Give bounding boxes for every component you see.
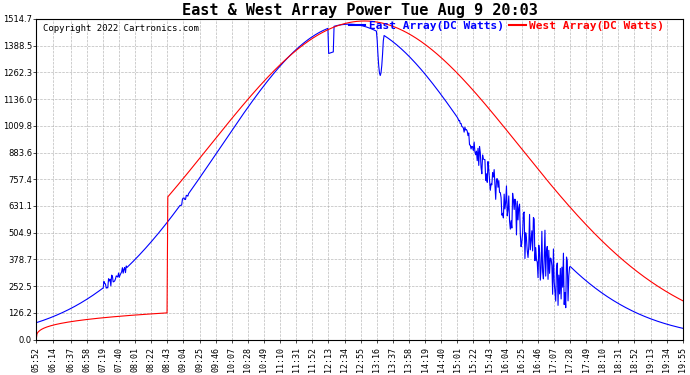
Title: East & West Array Power Tue Aug 9 20:03: East & West Array Power Tue Aug 9 20:03 xyxy=(181,3,538,18)
Text: Copyright 2022 Cartronics.com: Copyright 2022 Cartronics.com xyxy=(43,24,199,33)
Legend: East Array(DC Watts), West Array(DC Watts): East Array(DC Watts), West Array(DC Watt… xyxy=(348,21,664,31)
